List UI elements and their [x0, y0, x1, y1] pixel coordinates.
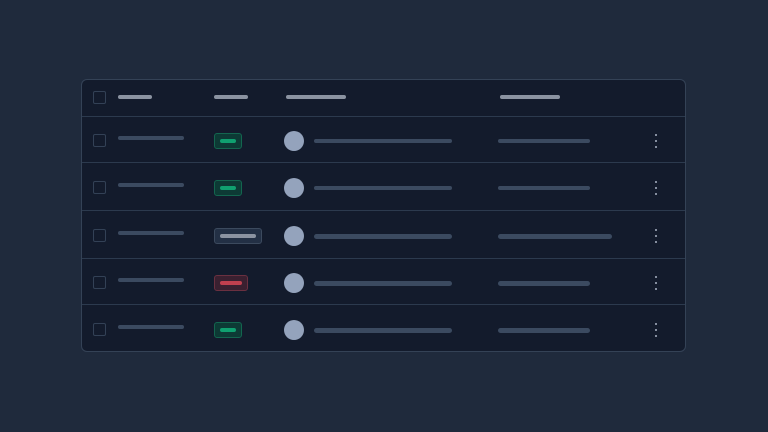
status-badge-placeholder: [220, 281, 242, 285]
cell-placeholder: [498, 328, 590, 333]
cell-placeholder: [498, 186, 590, 190]
avatar: [284, 131, 304, 151]
row-checkbox[interactable]: [93, 276, 106, 289]
header-placeholder-col4[interactable]: [500, 95, 560, 99]
cell-placeholder: [118, 325, 184, 329]
table-row[interactable]: [82, 162, 685, 211]
row-checkbox[interactable]: [93, 181, 106, 194]
header-placeholder-col1[interactable]: [118, 95, 152, 99]
cell-placeholder: [118, 231, 184, 235]
cell-placeholder: [118, 278, 184, 282]
status-badge: [214, 275, 248, 291]
table-row[interactable]: [82, 258, 685, 305]
user-name-placeholder: [314, 234, 452, 239]
kebab-vertical-icon[interactable]: [654, 276, 658, 290]
avatar: [284, 226, 304, 246]
cell-placeholder: [118, 183, 184, 187]
user-name-placeholder: [314, 186, 452, 190]
table-header: [82, 80, 685, 116]
row-checkbox[interactable]: [93, 134, 106, 147]
row-checkbox[interactable]: [93, 323, 106, 336]
status-badge-placeholder: [220, 234, 256, 238]
header-placeholder-status[interactable]: [214, 95, 248, 99]
kebab-vertical-icon[interactable]: [654, 323, 658, 337]
row-checkbox[interactable]: [93, 229, 106, 242]
avatar: [284, 320, 304, 340]
kebab-vertical-icon[interactable]: [654, 181, 658, 195]
kebab-vertical-icon[interactable]: [654, 134, 658, 148]
cell-placeholder: [498, 281, 590, 286]
header-placeholder-user[interactable]: [286, 95, 346, 99]
cell-placeholder: [498, 234, 612, 239]
cell-placeholder: [118, 136, 184, 140]
avatar: [284, 178, 304, 198]
user-name-placeholder: [314, 139, 452, 143]
user-name-placeholder: [314, 328, 452, 333]
status-badge-placeholder: [220, 139, 236, 143]
cell-placeholder: [498, 139, 590, 143]
status-badge-placeholder: [220, 328, 236, 332]
status-badge: [214, 228, 262, 244]
table-row[interactable]: [82, 116, 685, 163]
status-badge: [214, 133, 242, 149]
user-name-placeholder: [314, 281, 452, 286]
select-all-checkbox[interactable]: [93, 91, 106, 104]
avatar: [284, 273, 304, 293]
table-row[interactable]: [82, 210, 685, 259]
status-badge: [214, 180, 242, 196]
kebab-vertical-icon[interactable]: [654, 229, 658, 243]
table-row[interactable]: [82, 304, 685, 351]
status-badge-placeholder: [220, 186, 236, 190]
data-table: [81, 79, 686, 352]
status-badge: [214, 322, 242, 338]
